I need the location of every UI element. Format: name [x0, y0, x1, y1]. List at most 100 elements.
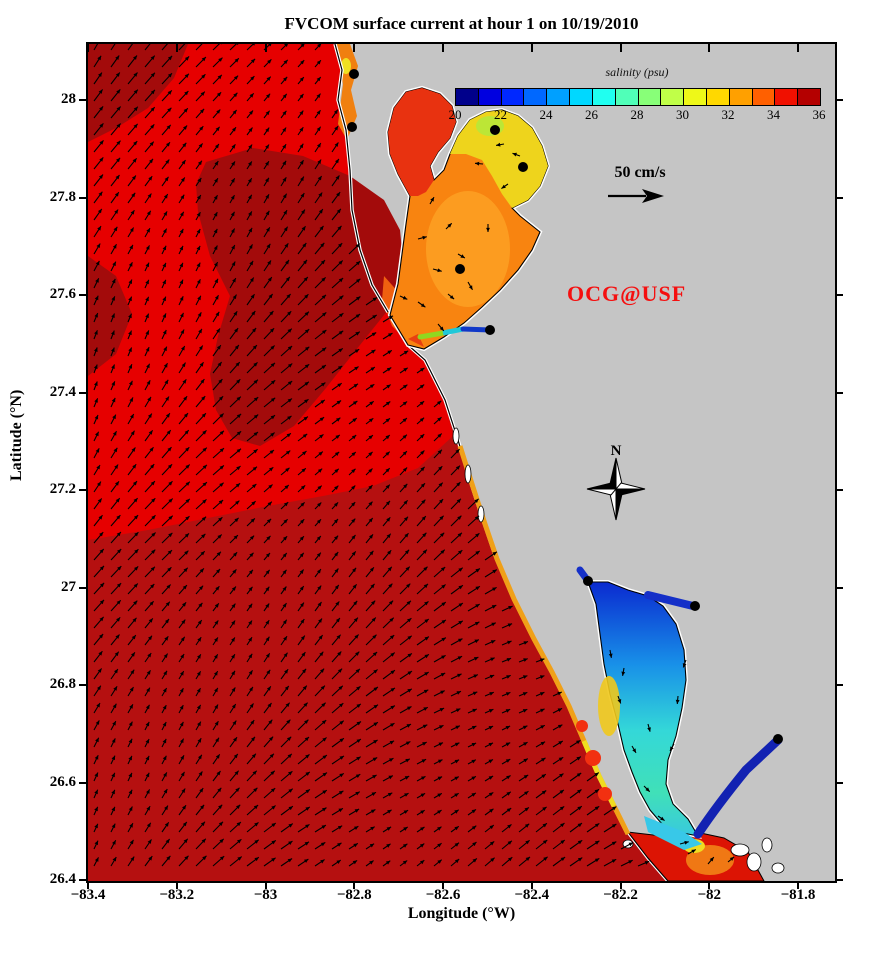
- y-tick-label: 27: [61, 578, 76, 595]
- y-tick-label: 26.6: [49, 773, 76, 790]
- station-marker: [347, 122, 357, 132]
- colorbar-tick-label: 36: [812, 107, 826, 122]
- colorbar-title: salinity (psu): [605, 65, 669, 79]
- y-tick-mark: [79, 684, 87, 686]
- y-tick-label: 26.4: [49, 871, 76, 887]
- y-tick-mark: [79, 489, 87, 491]
- x-tick-label: −82: [697, 887, 722, 903]
- x-tick-label: −83.4: [70, 887, 106, 903]
- x-tick-mark-top: [619, 44, 622, 52]
- colorbar-tick-label: 26: [585, 107, 598, 122]
- colorbar-tick-label: 22: [494, 107, 507, 122]
- colorbar-tick-label: 24: [539, 107, 553, 122]
- y-tick-mark-right: [835, 294, 843, 296]
- plot-frame: [86, 42, 837, 883]
- colorbar-segment: [752, 89, 776, 105]
- colorbar-segment: [638, 89, 662, 105]
- colorbar-segment: [501, 89, 525, 105]
- compass-north-label: N: [610, 443, 622, 459]
- x-tick-label: −82.6: [425, 887, 461, 903]
- y-tick-label: 27.4: [49, 383, 76, 400]
- x-tick-mark-top: [530, 44, 533, 52]
- x-tick-mark: [353, 881, 356, 889]
- colorbar-segment: [478, 89, 502, 105]
- x-tick-mark-top: [442, 44, 444, 52]
- colorbar-tick-label: 34: [767, 107, 780, 122]
- colorbar-segment: [661, 89, 685, 105]
- station-marker: [773, 734, 783, 744]
- colorbar-tick-label: 30: [676, 107, 689, 122]
- x-tick-label: −83: [253, 887, 278, 903]
- station-marker: [518, 162, 528, 172]
- y-tick-mark-right: [835, 196, 843, 199]
- figure-title: FVCOM surface current at hour 1 on 10/19…: [284, 14, 639, 33]
- colorbar-segment: [570, 89, 593, 105]
- colorbar-segment: [775, 89, 799, 105]
- y-tick-label: 27.8: [49, 188, 76, 205]
- velocity-scale-arrow-icon: [608, 189, 664, 203]
- watermark-ocg-usf: OCG@USF: [567, 281, 687, 306]
- x-tick-mark: [442, 881, 444, 889]
- colorbar-tick-label: 32: [721, 107, 735, 122]
- x-tick-label: −82.2: [603, 887, 638, 903]
- x-tick-mark: [264, 881, 267, 889]
- x-tick-mark: [175, 881, 178, 889]
- colorbar-tick-label: 28: [630, 107, 644, 122]
- colorbar-segment: [524, 89, 548, 105]
- velocity-scale-label: 50 cm/s: [614, 164, 666, 181]
- colorbar-segment: [615, 89, 639, 105]
- x-tick-mark: [708, 881, 711, 889]
- y-tick-mark-right: [835, 684, 843, 686]
- colorbar-tick-label: 20: [448, 107, 462, 122]
- y-tick-mark-right: [835, 781, 843, 784]
- y-tick-label: 28: [61, 91, 76, 107]
- y-tick-label: 27.6: [49, 286, 76, 302]
- y-tick-mark-right: [835, 391, 843, 394]
- y-tick-label: 26.8: [49, 676, 76, 692]
- station-marker: [690, 601, 700, 611]
- colorbar: [455, 88, 821, 106]
- x-tick-label: −83.2: [159, 887, 195, 903]
- x-tick-mark: [619, 881, 622, 889]
- x-tick-label: −82.4: [514, 887, 550, 903]
- colorbar-segment: [592, 89, 616, 105]
- x-tick-mark: [87, 881, 89, 889]
- y-tick-mark: [79, 391, 87, 394]
- compass-rose-icon: [586, 457, 646, 521]
- x-axis-title: Longitude (°W): [407, 905, 516, 922]
- y-tick-mark: [79, 879, 87, 881]
- y-tick-mark: [79, 99, 87, 101]
- colorbar-segment: [729, 89, 753, 105]
- station-marker: [455, 264, 465, 274]
- x-tick-mark-top: [264, 44, 267, 52]
- station-marker: [349, 69, 359, 79]
- colorbar-segment: [706, 89, 730, 105]
- x-tick-mark: [797, 881, 799, 889]
- x-tick-mark-top: [175, 44, 178, 52]
- x-tick-label: −82.8: [336, 887, 372, 903]
- x-tick-mark: [530, 881, 533, 889]
- x-tick-mark-top: [708, 44, 711, 52]
- x-tick-mark-top: [353, 44, 356, 52]
- y-tick-mark-right: [835, 586, 843, 589]
- y-axis-title: Latitude (°N): [8, 389, 25, 481]
- y-tick-mark-right: [835, 489, 843, 491]
- y-tick-mark: [79, 294, 87, 296]
- colorbar-segment: [684, 89, 707, 105]
- y-tick-mark-right: [835, 879, 843, 881]
- colorbar-segment: [456, 89, 479, 105]
- y-tick-mark: [79, 196, 87, 199]
- y-tick-mark: [79, 781, 87, 784]
- station-marker: [583, 576, 593, 586]
- station-marker: [485, 325, 495, 335]
- x-tick-label: −81.8: [780, 887, 816, 903]
- x-tick-mark-top: [797, 44, 799, 52]
- map-canvas: [88, 44, 835, 881]
- colorbar-segment: [547, 89, 571, 105]
- y-tick-mark-right: [835, 99, 843, 101]
- y-tick-label: 27.2: [49, 481, 76, 497]
- x-tick-mark-top: [87, 44, 89, 52]
- station-marker: [490, 125, 500, 135]
- y-tick-mark: [79, 586, 87, 589]
- colorbar-segment: [798, 89, 820, 105]
